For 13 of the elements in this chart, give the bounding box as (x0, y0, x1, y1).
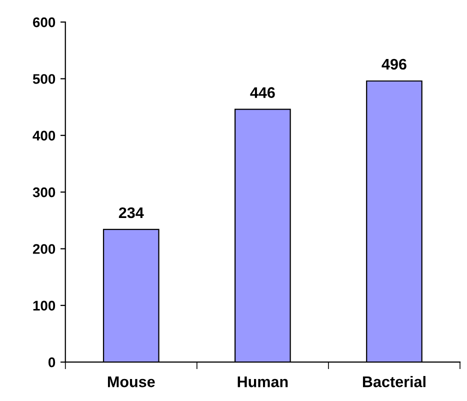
x-tick-label: Bacterial (362, 376, 426, 388)
y-tick-label: 100 (33, 300, 56, 311)
x-tick-label: Mouse (108, 376, 155, 388)
y-tick-label: 300 (32, 187, 56, 198)
y-tick-label: 200 (32, 244, 56, 254)
y-tick-label: 600 (32, 17, 56, 28)
y-tick-label: 400 (32, 130, 56, 141)
data-label: 496 (382, 58, 406, 70)
y-tick-label: 0 (48, 357, 56, 368)
data-label: 234 (118, 207, 144, 218)
data-label: 446 (250, 87, 275, 98)
y-tick-label: 500 (32, 74, 56, 84)
x-tick-label: Human (238, 376, 288, 388)
